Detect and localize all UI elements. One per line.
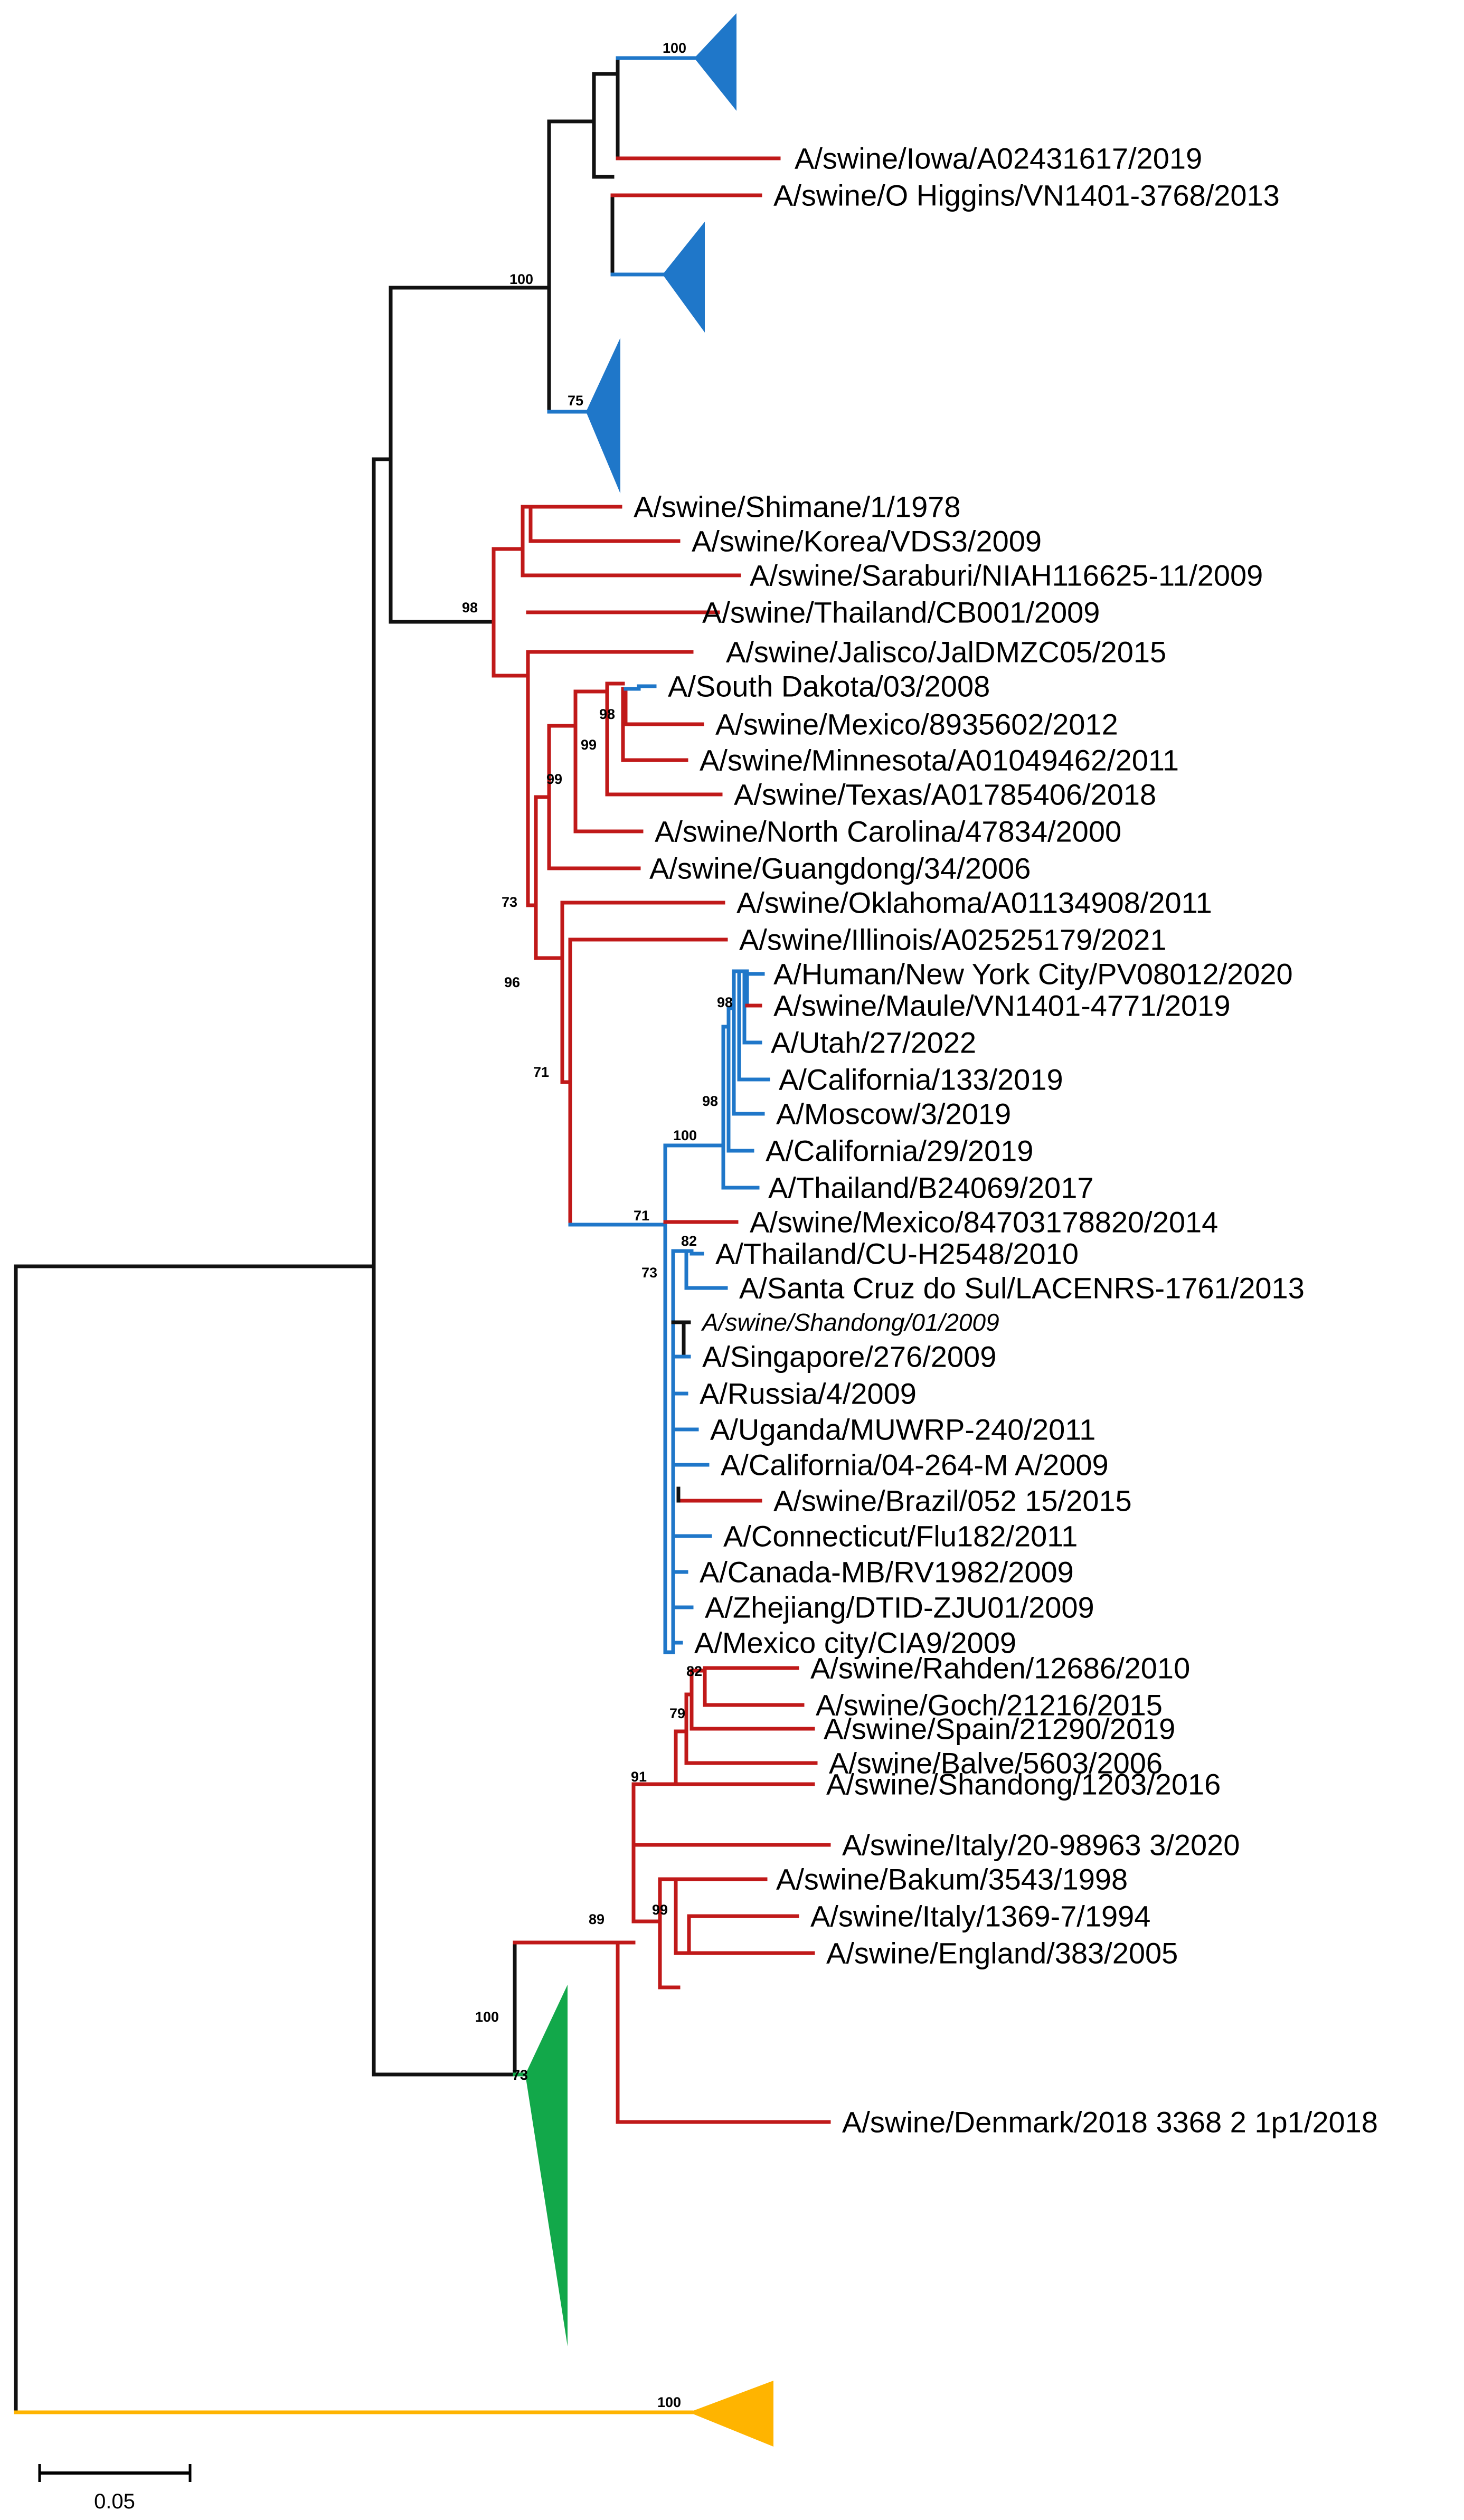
scale-bar: 0.05 <box>38 2464 192 2513</box>
bootstrap-value: 98 <box>702 1093 718 1109</box>
collapsed-clade-blue-1 <box>694 13 736 111</box>
bootstrap-value: 98 <box>717 994 733 1010</box>
leaf-label: A/swine/Italy/20-98963 3/2020 <box>842 1829 1240 1862</box>
leaf-label: A/swine/North Carolina/47834/2000 <box>655 815 1121 848</box>
leaf-label: A/Mexico city/CIA9/2009 <box>694 1626 1016 1660</box>
leaf-label: A/swine/Goch/21216/2015 <box>816 1689 1163 1722</box>
leaf-label: A/swine/Mexico/8935602/2012 <box>715 708 1118 741</box>
leaf-label: A/swine/Korea/VDS3/2009 <box>692 525 1042 558</box>
leaf-label: A/swine/Illinois/A02525179/2021 <box>739 923 1166 956</box>
leaf-label: A/swine/Brazil/052 15/2015 <box>773 1484 1132 1518</box>
leaf-label: A/Santa Cruz do Sul/LACENRS-1761/2013 <box>739 1272 1305 1305</box>
leaf-label: A/swine/Thailand/CB001/2009 <box>702 596 1100 629</box>
bootstrap-value: 99 <box>652 1902 668 1918</box>
leaf-label: A/swine/England/383/2005 <box>826 1937 1178 1970</box>
leaf-label: A/swine/Maule/VN1401-4771/2019 <box>773 989 1230 1022</box>
leaf-label: A/swine/Minnesota/A01049462/2011 <box>700 744 1179 777</box>
bootstrap-value: 73 <box>512 2067 528 2083</box>
bootstrap-values: 1001007510098739699999871711009898738273… <box>462 40 733 2410</box>
bootstrap-value: 100 <box>475 2009 499 2025</box>
leaf-label: A/swine/Iowa/A02431617/2019 <box>795 142 1202 175</box>
bootstrap-value: 79 <box>669 1706 685 1721</box>
collapsed-clade-blue-3 <box>586 338 620 494</box>
leaf-label: A/California/29/2019 <box>766 1134 1033 1168</box>
leaf-label: A/swine/Rahden/12686/2010 <box>810 1652 1190 1685</box>
leaf-label: A/swine/O Higgins/VN1401-3768/2013 <box>773 179 1280 212</box>
leaf-label: A/Human/New York City/PV08012/2020 <box>773 958 1293 991</box>
bootstrap-value: 99 <box>581 737 597 753</box>
leaf-label: A/swine/Shimane/1/1978 <box>634 490 961 524</box>
bootstrap-value: 82 <box>681 1233 697 1249</box>
leaf-label: A/swine/Italy/1369-7/1994 <box>810 1900 1150 1933</box>
leaf-label: A/Zhejiang/DTID-ZJU01/2009 <box>705 1591 1094 1624</box>
leaf-labels: A/swine/Iowa/A02431617/2019 A/swine/O Hig… <box>634 142 1378 2139</box>
leaf-label: A/Utah/27/2022 <box>771 1026 976 1059</box>
leaf-label: A/swine/Jalisco/JalDMZC05/2015 <box>726 636 1166 669</box>
leaf-label: A/swine/Texas/A01785406/2018 <box>734 778 1156 811</box>
leaf-label: A/Russia/4/2009 <box>700 1377 917 1410</box>
bootstrap-value: 98 <box>462 600 478 615</box>
outgroup-collapsed-clade <box>689 2381 773 2447</box>
leaf-label: A/Connecticut/Flu182/2011 <box>723 1520 1078 1553</box>
leaf-label: A/Thailand/B24069/2017 <box>768 1171 1094 1205</box>
leaf-label: A/swine/Spain/21290/2019 <box>824 1712 1175 1746</box>
leaf-label: A/swine/Oklahoma/A01134908/2011 <box>736 886 1212 920</box>
collapsed-clade-green <box>525 1985 568 2346</box>
leaf-label: A/South Dakota/03/2008 <box>668 670 990 703</box>
leaf-label: A/Canada-MB/RV1982/2009 <box>700 1556 1074 1589</box>
bootstrap-value: 98 <box>599 706 615 722</box>
leaf-label: A/swine/Saraburi/NIAH116625-11/2009 <box>750 559 1263 592</box>
bootstrap-value: 100 <box>509 271 533 287</box>
leaf-label: A/California/04-264-M A/2009 <box>721 1448 1109 1482</box>
bootstrap-value: 100 <box>673 1128 697 1143</box>
bootstrap-value: 71 <box>634 1208 649 1224</box>
leaf-label: A/swine/Mexico/84703178820/2014 <box>750 1206 1218 1239</box>
leaf-label: A/Singapore/276/2009 <box>702 1340 996 1373</box>
leaf-label: A/Thailand/CU-H2548/2010 <box>715 1237 1079 1271</box>
bootstrap-value: 89 <box>589 1911 605 1927</box>
leaf-label: A/swine/Bakum/3543/1998 <box>776 1863 1128 1896</box>
bootstrap-value: 73 <box>641 1265 657 1281</box>
leaf-label: A/swine/Balve/5603/2006 <box>829 1747 1163 1780</box>
bootstrap-value: 91 <box>631 1769 647 1785</box>
tree-branches <box>14 56 831 2414</box>
leaf-label: A/swine/Denmark/2018 3368 2 1p1/2018 <box>842 2106 1378 2139</box>
bootstrap-value: 100 <box>663 40 686 56</box>
leaf-label: A/swine/Shandong/1203/2016 <box>826 1768 1221 1801</box>
leaf-label: A/California/133/2019 <box>779 1063 1063 1096</box>
bootstrap-value: 99 <box>546 771 562 787</box>
scale-bar-label: 0.05 <box>94 2490 135 2513</box>
bootstrap-value: 82 <box>686 1663 702 1679</box>
bootstrap-value: 75 <box>568 393 583 409</box>
bootstrap-value: 96 <box>504 974 520 990</box>
bootstrap-value: 73 <box>502 894 517 910</box>
collapsed-clades <box>525 13 773 2447</box>
leaf-label: A/Moscow/3/2019 <box>776 1097 1011 1131</box>
bootstrap-value: 100 <box>657 2394 681 2410</box>
collapsed-clade-blue-2 <box>663 222 705 333</box>
leaf-label: A/swine/Guangdong/34/2006 <box>649 852 1031 885</box>
leaf-label: A/Uganda/MUWRP-240/2011 <box>710 1413 1095 1446</box>
bootstrap-value: 71 <box>533 1064 549 1080</box>
leaf-label: A/swine/Shandong/01/2009 <box>701 1309 999 1336</box>
